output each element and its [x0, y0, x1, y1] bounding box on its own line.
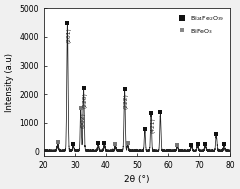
X-axis label: 2θ (°): 2θ (°) — [124, 175, 150, 184]
Text: (002): (002) — [80, 112, 85, 128]
Text: (201): (201) — [67, 27, 72, 43]
Legend: Bi$_{24}$Fe$_{2}$O$_{39}$, BiFeO$_{3}$: Bi$_{24}$Fe$_{2}$O$_{39}$, BiFeO$_{3}$ — [174, 12, 227, 38]
Text: (421): (421) — [150, 117, 156, 133]
Text: (220): (220) — [83, 92, 88, 108]
Text: (222): (222) — [124, 93, 129, 109]
Y-axis label: Intensity (a.u): Intensity (a.u) — [5, 53, 14, 112]
